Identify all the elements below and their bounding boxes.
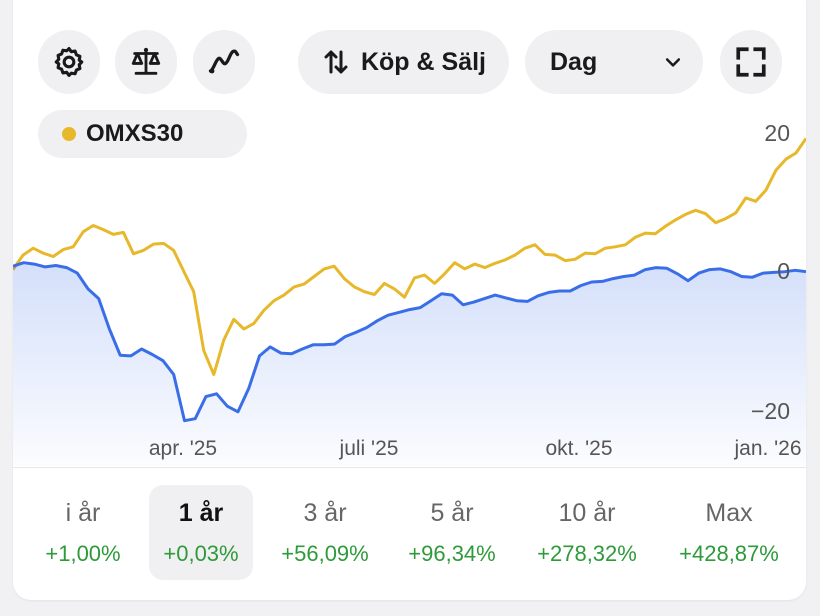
price-chart[interactable]: 20 0 −20 apr. '25 juli '25 okt. '25 jan.…: [13, 0, 806, 470]
x-tick-label: okt. '25: [545, 437, 612, 460]
period-ytd[interactable]: i år +1,00%: [33, 485, 133, 580]
settings-button[interactable]: [38, 30, 100, 94]
y-tick-label: 20: [764, 120, 790, 146]
period-max[interactable]: Max +428,87%: [665, 485, 793, 580]
legend-color-dot: [62, 127, 76, 141]
y-tick-label: 0: [777, 258, 790, 284]
period-label: 1 år: [178, 499, 224, 527]
period-select[interactable]: Dag: [525, 30, 703, 94]
buy-sell-label: Köp & Sälj: [360, 47, 486, 76]
chart-card: 20 0 −20 apr. '25 juli '25 okt. '25 jan.…: [13, 0, 806, 600]
chevron-down-icon: [665, 58, 681, 67]
period-10y[interactable]: 10 år +278,32%: [525, 485, 649, 580]
y-tick-label: −20: [751, 398, 790, 424]
series-area-fill: [13, 262, 806, 466]
up-down-arrows-icon: [324, 50, 348, 74]
period-return: +56,09%: [281, 541, 369, 566]
scale-icon: [131, 47, 161, 75]
fullscreen-button[interactable]: [720, 30, 782, 94]
period-return: +428,87%: [679, 541, 779, 566]
period-label: Max: [705, 499, 753, 527]
indicators-button[interactable]: [193, 30, 255, 94]
legend-label: OMXS30: [86, 120, 184, 147]
period-3y[interactable]: 3 år +56,09%: [271, 485, 379, 580]
x-tick-label: jan. '26: [733, 437, 801, 460]
period-1y[interactable]: 1 år +0,03%: [149, 485, 253, 580]
period-select-value: Dag: [550, 47, 598, 76]
period-label: 10 år: [558, 499, 616, 527]
period-label: 3 år: [303, 499, 347, 527]
series-line-primary: [13, 261, 806, 423]
period-5y[interactable]: 5 år +96,34%: [397, 485, 507, 580]
series-line-omxs30: [13, 137, 806, 376]
compare-button[interactable]: [115, 30, 177, 94]
fullscreen-icon: [736, 47, 766, 77]
divider: [13, 467, 806, 468]
period-return: +0,03%: [163, 541, 239, 566]
buy-sell-button[interactable]: Köp & Sälj: [298, 30, 509, 94]
period-label: 5 år: [430, 499, 474, 527]
trend-line-icon: [208, 49, 240, 74]
period-return: +1,00%: [45, 541, 121, 566]
period-label: i år: [65, 499, 101, 527]
legend-item-omxs30[interactable]: OMXS30: [38, 110, 247, 158]
period-return: +278,32%: [537, 541, 637, 566]
gear-icon: [54, 46, 84, 78]
period-selector: i år +1,00% 1 år +0,03% 3 år +56,09% 5 å…: [13, 485, 806, 580]
period-return: +96,34%: [408, 541, 496, 566]
x-tick-label: juli '25: [339, 437, 399, 460]
x-tick-label: apr. '25: [149, 437, 217, 460]
